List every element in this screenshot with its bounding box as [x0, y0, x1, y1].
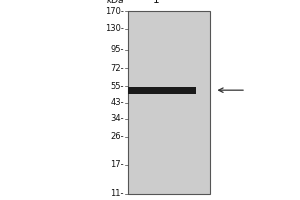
Text: 130-: 130-: [105, 24, 124, 33]
Text: 34-: 34-: [110, 114, 124, 123]
Bar: [128, 87, 196, 94]
Text: kDa: kDa: [107, 0, 124, 5]
Text: 1: 1: [153, 0, 160, 5]
Text: 95-: 95-: [110, 45, 124, 54]
Text: 26-: 26-: [110, 132, 124, 141]
Text: 55-: 55-: [110, 82, 124, 91]
Text: 72-: 72-: [110, 64, 124, 73]
Bar: [128, 11, 210, 194]
Text: 11-: 11-: [110, 190, 124, 198]
Text: 170-: 170-: [105, 6, 124, 16]
Text: 17-: 17-: [110, 160, 124, 169]
Text: 43-: 43-: [110, 98, 124, 107]
